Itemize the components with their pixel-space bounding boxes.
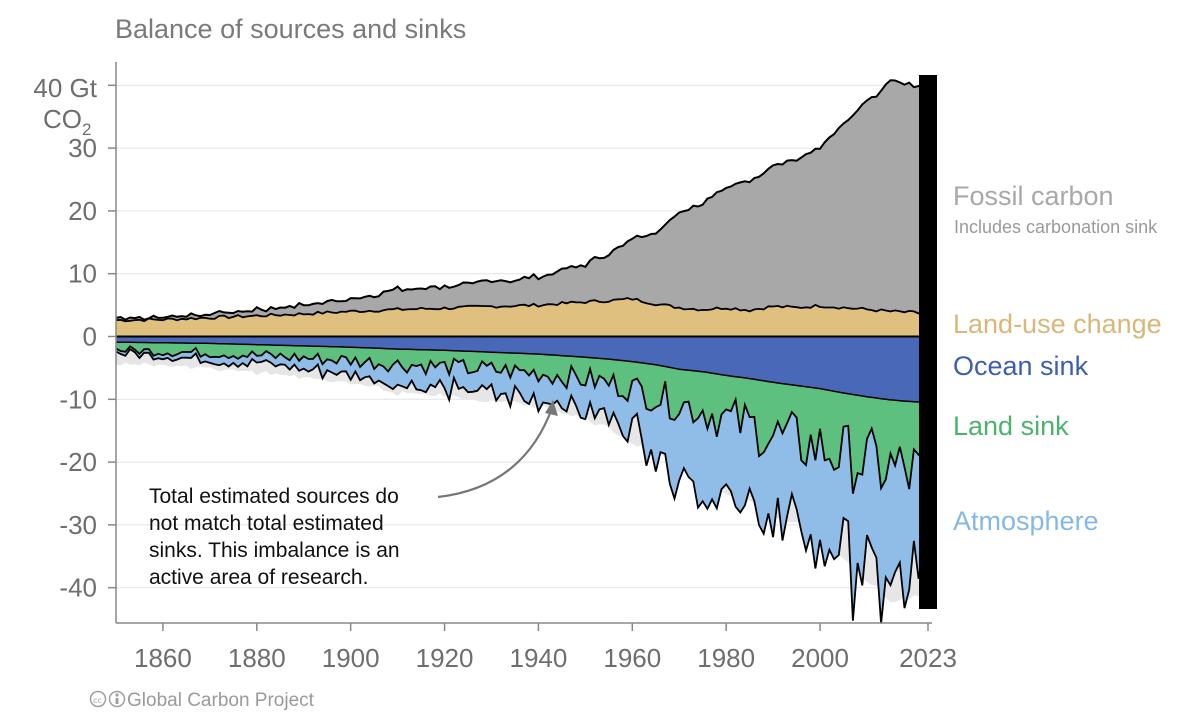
attribution-icon — [108, 690, 126, 708]
legend-ocean-sink: Ocean sink — [953, 351, 1089, 381]
credit-text: Global Carbon Project — [127, 690, 315, 711]
y-axis-label-unit: CO2 — [43, 104, 91, 139]
annotation-line-1: Total estimated sources do — [149, 485, 399, 508]
y-tick-label: 0 — [83, 322, 97, 352]
legend-fossil-carbon-note: Includes carbonation sink — [954, 217, 1158, 237]
chart-title: Balance of sources and sinks — [115, 14, 466, 44]
atmosphere-bottom-line — [115, 347, 929, 624]
y-tick-label: -40 — [59, 573, 97, 603]
x-tick-label: 1860 — [134, 643, 192, 673]
annotation-arrow — [437, 407, 554, 499]
y-axis-label-top: 40 Gt — [33, 73, 97, 103]
series-land-sink-area — [116, 342, 928, 494]
x-tick-label: 2000 — [791, 643, 849, 673]
legend-atmosphere: Atmosphere — [953, 506, 1099, 536]
y-axis-ticks: 30 20 10 0 -10 -20 -30 -40 — [59, 84, 116, 603]
legend-land-sink: Land sink — [953, 411, 1069, 441]
annotation-line-2: not match total estimated — [149, 512, 384, 535]
series-ocean-sink-area — [116, 336, 928, 403]
svg-text:cc: cc — [93, 696, 102, 705]
land-sink-bottom-line — [115, 345, 929, 494]
x-axis-ticks: 1860 1880 1900 1920 1940 1960 1980 2000 2023 — [134, 623, 957, 673]
legend-land-use-change: Land-use change — [953, 309, 1162, 339]
credit: cc Global Carbon Project — [89, 690, 315, 711]
y-tick-label: 20 — [68, 196, 97, 226]
x-tick-label: 1940 — [510, 643, 568, 673]
land-use-top-line — [115, 297, 928, 323]
y-tick-label: -30 — [59, 510, 97, 540]
series-fossil-carbon-area — [116, 80, 928, 322]
y-tick-label: 30 — [68, 133, 97, 163]
year-2023-bar — [919, 75, 937, 609]
creative-commons-icon — [89, 690, 107, 708]
series-land-use-change-area — [116, 298, 928, 337]
annotation-line-3: sinks. This imbalance is an — [149, 539, 400, 562]
x-tick-label: 1900 — [322, 643, 380, 673]
imbalance-annotation: Total estimated sources do not match tot… — [149, 400, 558, 589]
y-tick-label: -10 — [59, 384, 97, 414]
y-tick-label: -20 — [59, 447, 97, 477]
ocean-bottom-line — [116, 341, 929, 404]
x-tick-label: 2023 — [899, 643, 957, 673]
x-tick-label: 1880 — [228, 643, 286, 673]
series-atmosphere-area — [116, 346, 928, 624]
x-tick-label: 1960 — [603, 643, 661, 673]
x-tick-label: 1920 — [416, 643, 474, 673]
legend-fossil-carbon: Fossil carbon — [953, 181, 1114, 211]
y-tick-label: 10 — [68, 259, 97, 289]
annotation-arrowhead — [545, 400, 558, 416]
fossil-top-line — [115, 79, 928, 321]
annotation-line-4: active area of research. — [149, 566, 368, 589]
x-tick-label: 1980 — [697, 643, 755, 673]
